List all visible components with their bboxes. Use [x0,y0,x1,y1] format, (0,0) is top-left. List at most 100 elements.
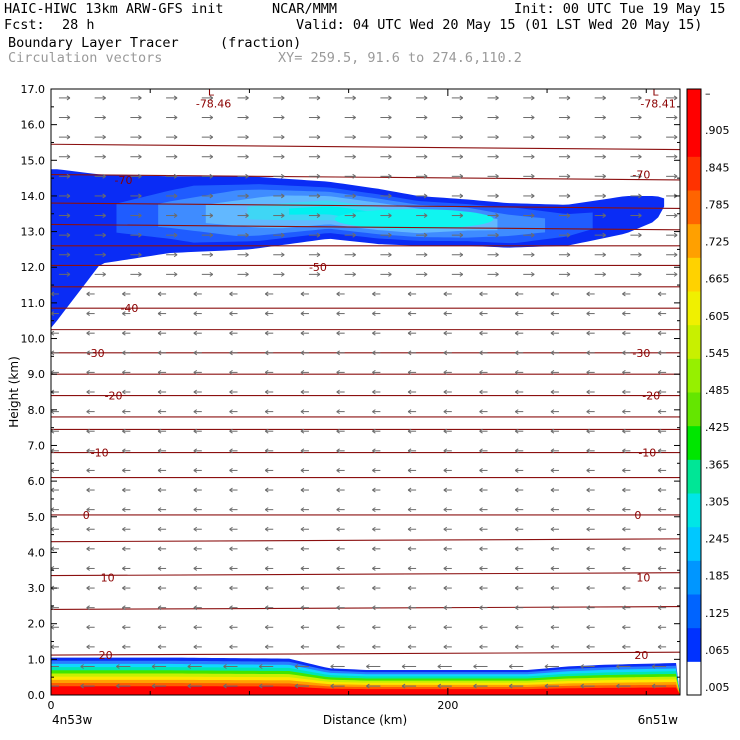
vector-head [316,193,321,199]
vector-head [479,369,483,375]
circulation-vector [264,448,274,454]
circulation-vector [86,409,95,415]
circulation-vector [380,232,392,238]
contour-label: -20 [642,390,660,403]
vector-head [258,664,263,669]
vector-head [407,389,412,395]
vector-head [622,369,626,375]
vector-head [550,526,555,532]
colorbar-swatch [687,257,701,292]
circulation-vector [437,683,452,689]
vector-head [673,95,678,101]
circulation-vector [237,115,249,120]
y-tick-label: 14.0 [21,190,46,203]
circulation-vector [586,330,595,336]
circulation-vector [372,330,381,336]
y-tick-label: 17.0 [21,83,46,96]
circulation-vector [130,213,142,218]
circulation-vector [443,526,452,532]
vector-head [193,350,198,356]
circulation-vector [594,115,606,120]
vector-head [657,350,662,356]
vector-head [479,330,483,336]
circulation-vector [157,311,167,316]
circulation-vector [229,311,238,316]
circulation-vector [479,507,488,513]
vector-head [245,115,249,120]
vector-head [580,664,584,669]
vector-head [459,252,464,258]
circulation-vector [166,232,178,238]
vector-head [443,468,448,473]
circulation-vector [51,665,59,667]
circulation-vector [666,252,678,258]
circulation-vector [116,683,131,689]
circulation-vector [300,526,309,532]
vector-head [300,644,305,650]
circulation-vector [514,448,524,454]
circulation-vector [622,311,631,316]
vector-head [479,291,483,297]
colorbar-label: .545 [705,347,730,360]
circulation-vector [372,369,381,375]
vector-head [209,95,214,101]
vector-head [336,526,340,532]
vector-head [66,173,71,179]
vector-head [530,271,535,277]
circulation-vector [380,154,392,160]
vector-head [602,154,606,160]
vector-head [264,487,269,493]
circulation-vector [416,193,428,199]
x-left-endpoint: 4n53w [52,713,93,727]
circulation-vector [122,546,131,552]
init-time: Init: 00 UTC Tue 19 May 15 [514,1,726,17]
circulation-vector [86,350,95,356]
vector-head [193,546,198,552]
vector-head [86,428,90,434]
circulation-vector [514,350,524,356]
vector-head [550,566,555,571]
vector-head [193,291,198,297]
circulation-vector [407,546,417,552]
vector-head [657,487,662,493]
circulation-vector [157,585,167,591]
vector-head [157,369,162,375]
vector-head [300,330,305,336]
y-tick-label: 6.0 [28,475,46,488]
circulation-vector [558,115,571,120]
circulation-vector [550,311,559,316]
vector-head [316,232,321,238]
vector-head [264,291,269,297]
vector-head [122,291,126,297]
vector-head [209,193,214,199]
vector-head [550,330,555,336]
circulation-vector [580,683,595,689]
circulation-vector [157,605,167,611]
vector-head [459,213,464,218]
circulation-vector [407,566,417,571]
circulation-vector [443,311,452,316]
vector-head [300,526,305,532]
circulation-vector [380,213,392,218]
vector-head [602,173,606,179]
vector-head [122,330,126,336]
vector-head [372,428,376,434]
vector-head [157,468,162,473]
vector-head [407,546,412,552]
contour-label: -50 [309,261,327,274]
vector-head [187,664,192,669]
vector-head [566,134,571,140]
vector-head [479,585,483,591]
circulation-vector [666,115,678,120]
circulation-vector [51,468,59,473]
circulation-vector [558,252,571,258]
circulation-vector [201,213,214,218]
colorbar-swatch [687,324,701,359]
colorbar-label: .665 [705,273,730,286]
circulation-vector [229,369,238,375]
vector-head [300,428,305,434]
vector-head [651,683,656,689]
vector-head [443,624,448,630]
circulation-vector [443,585,452,591]
circulation-vector [657,566,667,571]
